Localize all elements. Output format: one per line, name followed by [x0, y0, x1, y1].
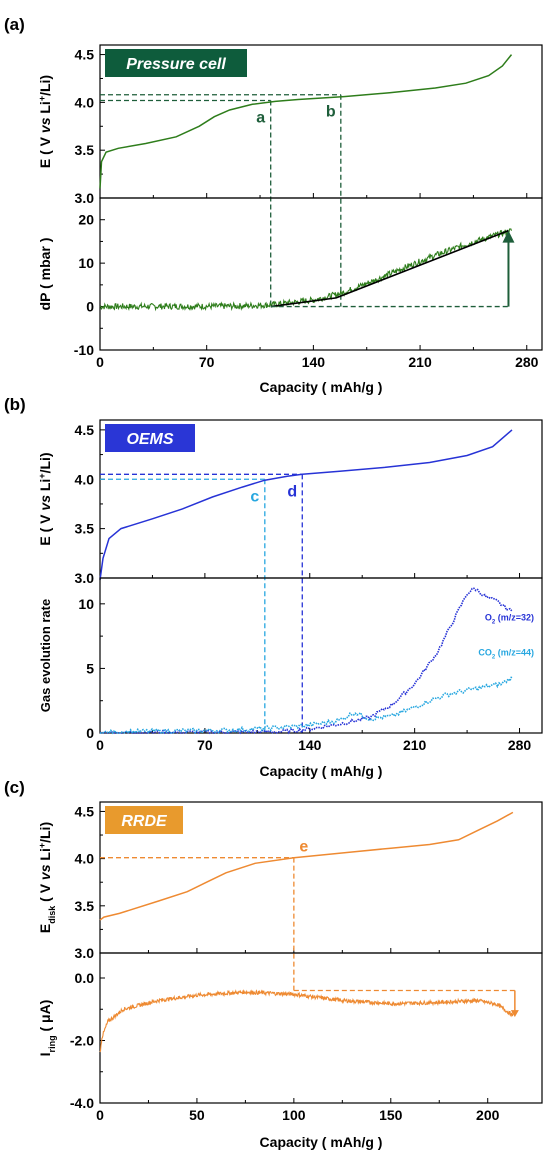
y-tick-label: 4.5	[75, 422, 95, 438]
x-axis-label: Capacity ( mAh/g )	[260, 763, 383, 779]
y-tick-label: 4.0	[75, 94, 95, 110]
panel-2: (c) 3.0 3.5 4.0 4.5 Edisk ( V vs Li+/Li) RRDE e…	[4, 778, 543, 1150]
dp-series-line	[99, 228, 513, 312]
x-tick-label: 210	[403, 737, 427, 753]
y-tick-label: 10	[78, 255, 94, 271]
panel-badge	[105, 49, 247, 77]
gas-series-label: O2 (m/z=32)	[485, 613, 534, 626]
y-tick-label: 0	[86, 725, 94, 741]
panel-badge	[105, 424, 195, 452]
panel-badge-text: RRDE	[121, 813, 168, 830]
x-tick-label: 0	[96, 1107, 104, 1123]
guide-label-c: c	[250, 488, 259, 505]
x-tick-label: 200	[476, 1107, 500, 1123]
y-tick-label: 5	[86, 660, 94, 676]
y-tick-label: 3.5	[75, 898, 95, 914]
y-tick-label: -10	[74, 342, 94, 358]
x-tick-label: 0	[96, 737, 104, 753]
plot-frame	[99, 952, 543, 1104]
guide-label-a: a	[256, 109, 265, 126]
x-tick-label: 140	[302, 354, 326, 370]
plot-frame	[99, 577, 543, 734]
top-series-line	[99, 429, 513, 581]
panel-badge-text: OEMS	[126, 431, 173, 448]
iring-arrow-head	[510, 1010, 519, 1018]
x-tick-label: 210	[408, 354, 432, 370]
x-tick-label: 0	[96, 354, 104, 370]
y-tick-label: 3.5	[75, 142, 95, 158]
y-axis-label: dP ( mbar )	[37, 238, 53, 311]
x-tick-label: 150	[379, 1107, 403, 1123]
panel-label: (c)	[4, 778, 25, 797]
x-tick-label: 280	[508, 737, 532, 753]
y-axis-label: Edisk ( V vs Li+/Li)	[37, 822, 57, 933]
y-tick-label: 3.0	[75, 570, 95, 586]
x-tick-label: 140	[298, 737, 322, 753]
guide-label-d: d	[287, 483, 297, 500]
x-tick-label: 100	[282, 1107, 306, 1123]
gas-series-label: CO2 (m/z=44)	[478, 648, 534, 661]
y-tick-label: 4.5	[75, 47, 95, 63]
panel-1: (b) 3.0 3.5 4.0 4.5 E ( V vs Li+/Li) OEMS c d 0 5 1…	[4, 395, 543, 779]
x-axis-label: Capacity ( mAh/g )	[260, 1134, 383, 1150]
panel-badge	[105, 806, 183, 834]
y-tick-label: 3.5	[75, 521, 95, 537]
y-tick-label: -4.0	[70, 1095, 94, 1111]
y-tick-label: 4.0	[75, 471, 95, 487]
panel-label: (a)	[4, 15, 25, 34]
y-tick-label: 3.0	[75, 945, 95, 961]
top-series-line	[99, 811, 514, 921]
x-axis-label: Capacity ( mAh/g )	[260, 379, 383, 395]
dp-fit-line	[270, 229, 509, 308]
x-tick-label: 70	[199, 354, 215, 370]
x-tick-label: 70	[197, 737, 213, 753]
y-tick-label: -2.0	[70, 1033, 94, 1049]
panel-0: (a) 3.0 3.5 4.0 4.5 E ( V vs Li+/Li) Pressure …	[4, 15, 543, 395]
gas-series-1	[100, 676, 513, 735]
y-tick-label: 20	[78, 212, 94, 228]
y-axis-label: E ( V vs Li+/Li)	[37, 75, 53, 168]
y-tick-label: 3.0	[75, 190, 95, 206]
dp-arrow-head	[502, 230, 515, 243]
y-axis-label: Gas evolution rate	[38, 599, 53, 712]
plot-frame	[99, 197, 543, 351]
gas-series-0	[99, 587, 513, 735]
y-tick-label: 0.0	[75, 970, 95, 986]
x-tick-label: 50	[189, 1107, 205, 1123]
x-tick-label: 280	[515, 354, 539, 370]
y-axis-label: E ( V vs Li+/Li)	[37, 452, 53, 545]
y-tick-label: 4.0	[75, 851, 95, 867]
guide-label-b: b	[326, 104, 336, 121]
panel-badge-text: Pressure cell	[126, 56, 226, 73]
y-tick-label: 4.5	[75, 803, 95, 819]
y-tick-label: 0	[86, 299, 94, 315]
y-axis-label: Iring ( μA)	[37, 1000, 57, 1057]
top-series-line	[99, 54, 513, 189]
guide-label-e: e	[299, 839, 308, 856]
y-tick-label: 10	[78, 596, 94, 612]
iring-series-line	[99, 989, 514, 1053]
panel-label: (b)	[4, 395, 26, 414]
